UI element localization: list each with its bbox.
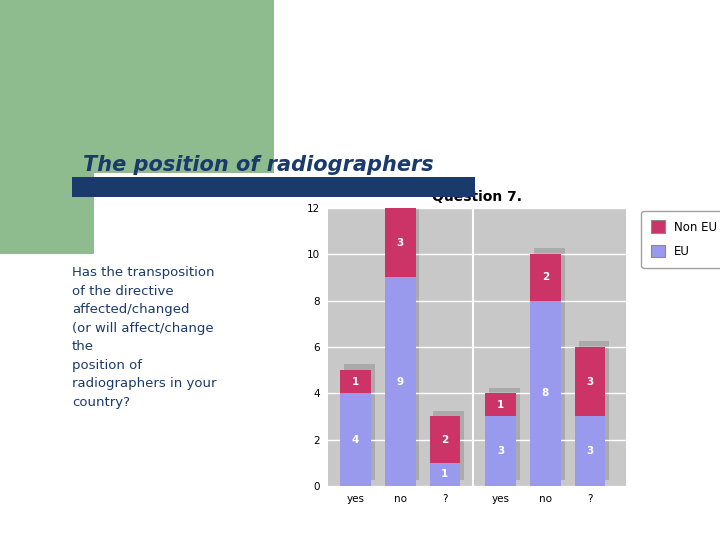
Text: 3: 3	[587, 446, 594, 456]
Text: 3: 3	[497, 446, 505, 456]
Bar	[344, 364, 375, 480]
Bar	[485, 416, 516, 486]
Title: Question 7.: Question 7.	[432, 190, 522, 204]
Text: Has the transposition
of the directive
affected/changed
(or will affect/change
t: Has the transposition of the directive a…	[72, 266, 217, 409]
Text: 2: 2	[441, 435, 449, 444]
Text: 1: 1	[352, 377, 359, 387]
Text: 1: 1	[497, 400, 505, 410]
Bar	[385, 278, 415, 486]
Bar	[433, 411, 464, 480]
Bar	[340, 370, 371, 393]
Bar	[485, 393, 516, 416]
Bar	[530, 254, 561, 301]
Bar	[579, 341, 609, 480]
Text: 8: 8	[541, 388, 549, 399]
Bar	[430, 416, 460, 463]
Bar	[530, 301, 561, 486]
Text: 1: 1	[441, 469, 449, 480]
Bar	[490, 388, 520, 480]
Text: The position of radiographers: The position of radiographers	[83, 154, 433, 175]
Bar	[430, 463, 460, 486]
Bar	[575, 416, 606, 486]
Text: 2: 2	[541, 272, 549, 282]
Bar	[389, 202, 420, 480]
Bar	[534, 248, 564, 480]
Bar	[575, 347, 606, 416]
Text: 3: 3	[587, 377, 594, 387]
Text: 3: 3	[397, 238, 404, 248]
Text: 4: 4	[352, 435, 359, 444]
Text: 9: 9	[397, 377, 404, 387]
Legend: Non EU, EU: Non EU, EU	[642, 211, 720, 268]
Bar	[340, 393, 371, 486]
Bar	[385, 208, 415, 278]
